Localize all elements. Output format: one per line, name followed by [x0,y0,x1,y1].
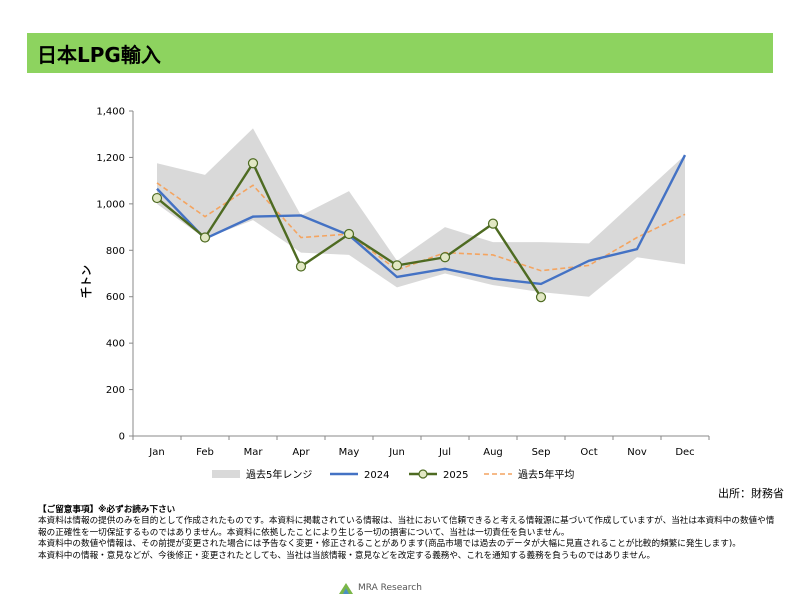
disclaimer-heading: 【ご留意事項】※必ずお読み下さい [38,505,176,515]
legend-label-range: 過去5年レンジ [246,468,312,481]
x-tick-label: Aug [483,447,503,458]
footer-brand: MRA Research [358,583,422,593]
page-title: 日本LPG輸入 [37,42,161,67]
range-band-area [157,128,685,297]
series-point-2025 [535,292,547,303]
x-tick-label: Dec [675,447,694,458]
x-tick-label: Apr [292,447,310,458]
y-axis-label: 千トン [79,265,93,298]
series-point-2025 [247,158,259,169]
series-point-2025 [199,232,211,243]
chart-title-bar: 日本LPG輸入 [27,33,773,73]
y-tick-label: 0 [119,432,125,443]
lpg-import-chart: 0 200 400 600 800 1,000 1,200 1,400 Jan Feb Mar Apr… [79,107,710,481]
legend-label-2025: 2025 [443,470,468,481]
x-tick-label: Feb [196,447,214,458]
legend-marker-2025 [418,469,428,479]
disclaimer-line-3: 本資料中の情報・意見などが、今後修正・変更されたとしても、当社は当該情報・意見な… [38,550,656,561]
disclaimer-notes: 【ご留意事項】※必ずお読み下さい 本資料は情報の提供のみを目的として作成されたも… [38,505,778,562]
x-tick-label: May [339,447,360,458]
legend-label-avg: 過去5年平均 [518,468,574,481]
x-tick-label: Mar [244,447,264,458]
y-tick-label: 1,400 [96,107,125,118]
source-note: 出所：財務省 [718,487,784,500]
series-point-2025 [487,218,499,229]
y-tick-label: 600 [106,292,125,303]
series-line-2024 [156,154,687,286]
legend-label-2024: 2024 [364,470,389,481]
series-point-2025 [151,192,163,204]
disclaimer-line-2: 本資料中の数値や情報は、その前提が変更された場合には予告なく変更・修正されること… [38,539,741,550]
x-tick-label: Jul [438,447,451,458]
y-tick-label: 800 [106,246,125,257]
y-tick-label: 1,000 [96,199,125,210]
series-point-2025 [391,260,403,271]
x-tick-label: Sep [532,447,551,458]
series-point-2025 [439,252,451,263]
footer-logo: MRA Research [338,581,422,595]
series-point-2025 [343,228,355,240]
legend-swatch-range [212,470,240,478]
y-tick-label: 200 [106,385,125,396]
x-tick-label: Jun [388,447,405,458]
disclaimer-line-1: 本資料は情報の提供のみを目的として作成されたものです。本資料に掲載されている情報… [38,516,775,538]
y-tick-label: 1,200 [96,153,125,164]
x-tick-label: Jan [148,447,164,458]
x-tick-label: Nov [627,447,647,458]
mra-logo-icon [339,583,353,594]
series-point-2025 [295,261,307,272]
x-tick-label: Oct [580,447,597,458]
y-tick-label: 400 [106,339,125,350]
